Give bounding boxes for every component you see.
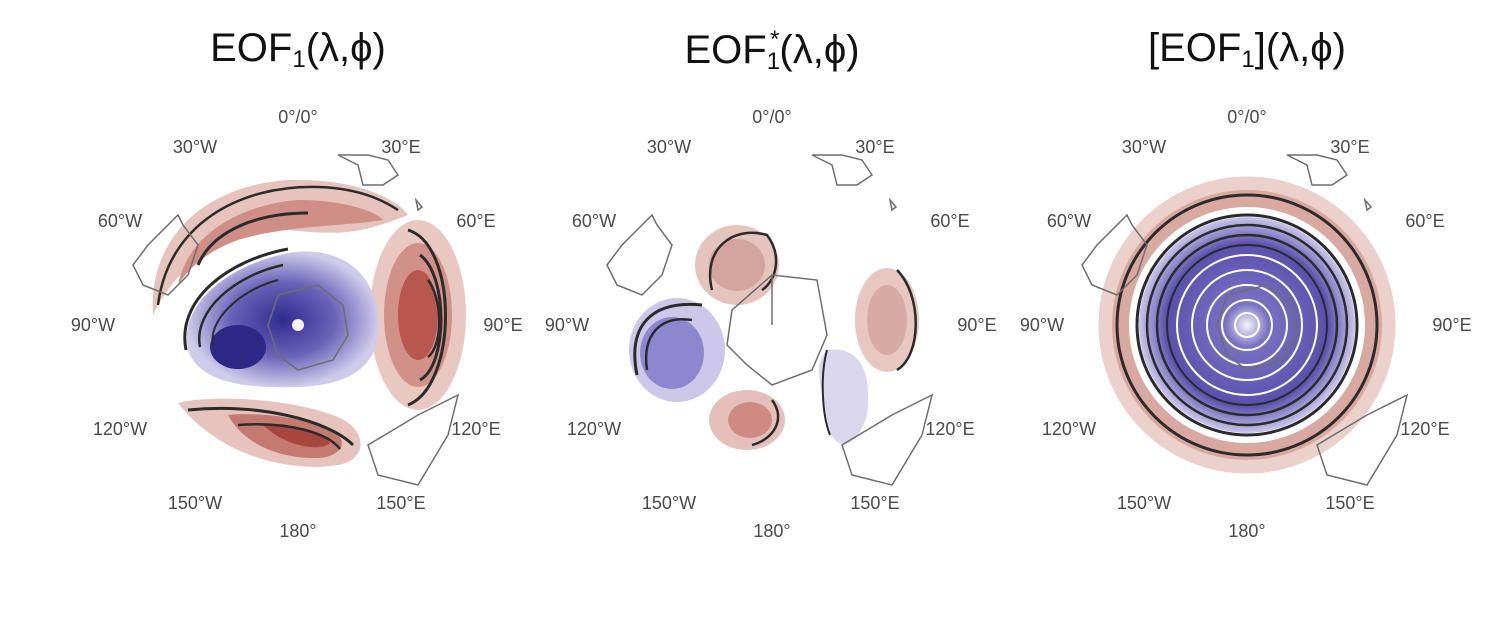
longitude-label-w60: 60°W [1047,211,1091,231]
longitude-labels-zonal: 0°/0° 30°W 30°E 60°W 60°E 90°W 90°E 120°W 120°E 1… [1020,107,1472,541]
title-bracket-close: ] [1254,26,1266,70]
title-args: (λ,ϕ) [779,28,860,72]
title-bracket-open: [ [1148,26,1160,70]
longitude-label-e120: 120°E [1400,419,1449,439]
longitude-label-e120: 120°E [925,419,974,439]
title-args: (λ,ϕ) [305,26,386,70]
longitude-label-e150: 150°E [376,493,425,513]
panel-title-full: EOF1(λ,ϕ) [148,28,448,72]
longitude-label-w120: 120°W [93,419,147,439]
title-base: EOF [684,28,767,72]
longitude-label-w120: 120°W [1042,419,1096,439]
longitude-labels-eddy: 0°/0° 30°W 30°E 60°W 60°E 90°W 90°E 120°W 120°E 1… [545,107,997,541]
longitude-label-top: 0°/0° [752,107,791,127]
longitude-label-w30: 30°W [173,137,217,157]
longitude-label-e60: 60°E [1405,211,1444,231]
longitude-label-w90: 90°W [71,315,115,335]
longitude-label-e60: 60°E [456,211,495,231]
longitude-label-w150: 150°W [1117,493,1171,513]
map-eddy [606,154,934,486]
title-subscript: 1 [766,48,781,75]
title-subscript: 1 [292,46,306,73]
title-base: EOF [1159,26,1242,70]
longitude-label-bottom: 180° [753,521,790,541]
longitude-label-w120: 120°W [567,419,621,439]
longitude-label-w60: 60°W [98,211,142,231]
longitude-label-e30: 30°E [381,137,420,157]
map-zonal [1081,154,1409,486]
longitude-label-w90: 90°W [1020,315,1064,335]
title-base: EOF [210,26,293,70]
longitude-label-bottom: 180° [279,521,316,541]
longitude-label-bottom: 180° [1228,521,1265,541]
longitude-label-e30: 30°E [1330,137,1369,157]
negative-anomaly-core [1139,217,1355,433]
longitude-label-w60: 60°W [572,211,616,231]
longitude-label-w30: 30°W [1122,137,1166,157]
title-args: (λ,ϕ) [1265,26,1346,70]
longitude-labels-full: 0°/0° 30°W 30°E 60°W 60°E 90°W 90°E 120°W 120°E 1… [71,107,523,541]
longitude-label-w150: 150°W [168,493,222,513]
longitude-label-e30: 30°E [855,137,894,157]
longitude-label-top: 0°/0° [1227,107,1266,127]
longitude-label-e120: 120°E [451,419,500,439]
longitude-label-e90: 90°E [1432,315,1471,335]
title-subscript: 1 [1241,46,1255,73]
map-full [132,154,466,486]
longitude-label-e90: 90°E [483,315,522,335]
longitude-label-w30: 30°W [647,137,691,157]
negative-anomaly-core [186,251,379,388]
longitude-label-top: 0°/0° [278,107,317,127]
longitude-label-e150: 150°E [850,493,899,513]
panel-title-zonal: [EOF1](λ,ϕ) [1097,28,1397,72]
longitude-label-e60: 60°E [930,211,969,231]
longitude-label-e90: 90°E [957,315,996,335]
title-superscript: * [770,26,780,53]
longitude-label-e150: 150°E [1325,493,1374,513]
longitude-label-w150: 150°W [642,493,696,513]
panel-title-eddy: EOF1*(λ,ϕ) [622,28,922,74]
longitude-label-w90: 90°W [545,315,589,335]
